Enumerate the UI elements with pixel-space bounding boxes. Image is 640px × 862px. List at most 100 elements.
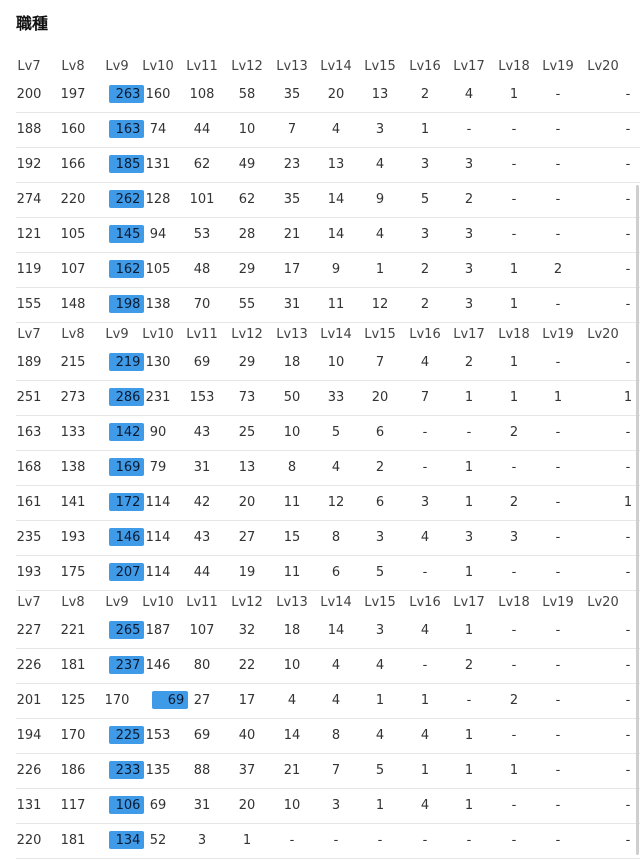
table-cell: - xyxy=(625,693,631,708)
column-header: Lv16 xyxy=(409,59,441,74)
table-cell: - xyxy=(555,565,561,580)
table-row: 251 273 286 231 153 73 50 33 20 7 1 1 1 1 xyxy=(16,381,640,416)
table-cell: - xyxy=(555,460,561,475)
table-cell: 25 xyxy=(238,425,256,440)
table-cell: - xyxy=(555,192,561,207)
table-cell: 10 xyxy=(238,122,256,137)
table-cell: - xyxy=(511,798,517,813)
table-cell: - xyxy=(625,763,631,778)
table-cell: - xyxy=(555,693,561,708)
table-cell: 225 xyxy=(115,728,141,743)
table-cell: 13 xyxy=(327,157,345,172)
column-header: Lv11 xyxy=(186,595,218,610)
table-cell: - xyxy=(555,355,561,370)
table-cell: 3 xyxy=(331,798,341,813)
table-cell: 141 xyxy=(60,495,86,510)
table-cell: - xyxy=(555,227,561,242)
scrollbar[interactable] xyxy=(636,185,639,855)
highlight-cell xyxy=(109,761,144,779)
highlight-cell xyxy=(109,656,144,674)
table-cell: 153 xyxy=(145,728,171,743)
table-cell: - xyxy=(422,460,428,475)
table-cell: 1 xyxy=(509,297,519,312)
table-cell: 119 xyxy=(16,262,42,277)
table-cell: - xyxy=(625,355,631,370)
highlight-cell xyxy=(109,260,144,278)
table-cell: 172 xyxy=(115,495,141,510)
table-cell: 4 xyxy=(420,530,430,545)
table-cell: 1 xyxy=(420,122,430,137)
highlight-cell xyxy=(109,458,144,476)
highlight-cell xyxy=(109,388,144,406)
table-cell: 22 xyxy=(238,658,256,673)
table-cell: 1 xyxy=(464,763,474,778)
table-cell: 12 xyxy=(371,297,389,312)
table-cell: 17 xyxy=(283,262,301,277)
table-cell: 3 xyxy=(420,495,430,510)
table-row: 227 221 265 187 107 32 18 14 3 4 1 - - - xyxy=(16,614,640,649)
table-cell: 31 xyxy=(283,297,301,312)
table-cell: 186 xyxy=(60,763,86,778)
table-row: 168 138 169 79 31 13 8 4 2-1- - - xyxy=(16,451,640,486)
table-cell: 1 xyxy=(509,262,519,277)
table-cell: - xyxy=(625,530,631,545)
table-cell: 14 xyxy=(327,623,345,638)
table-cell: 185 xyxy=(115,157,141,172)
table-cell: - xyxy=(625,798,631,813)
column-header: Lv17 xyxy=(453,327,485,342)
table-cell: 44 xyxy=(193,565,211,580)
table-cell: 1 xyxy=(375,262,385,277)
table-cell: 160 xyxy=(60,122,86,137)
table-cell: 1 xyxy=(623,390,633,405)
table-cell: 3 xyxy=(375,122,385,137)
table-cell: 181 xyxy=(60,658,86,673)
table-cell: 3 xyxy=(464,297,474,312)
column-header: Lv15 xyxy=(364,595,396,610)
table-cell: - xyxy=(511,157,517,172)
table-cell: 262 xyxy=(115,192,141,207)
table-cell: 9 xyxy=(331,262,341,277)
table-cell: 1 xyxy=(464,565,474,580)
table-cell: - xyxy=(377,833,383,848)
table-row: 161 141 172 114 42 20 11 12 6 3 1 2-1 xyxy=(16,486,640,521)
table-cell: 192 xyxy=(16,157,42,172)
table-cell: 105 xyxy=(145,262,171,277)
column-header: Lv13 xyxy=(276,595,308,610)
table-cell: 31 xyxy=(193,798,211,813)
table-cell: 80 xyxy=(193,658,211,673)
table-cell: 226 xyxy=(16,658,42,673)
table-cell: 58 xyxy=(238,87,256,102)
table-cell: 88 xyxy=(193,763,211,778)
table-cell: 2 xyxy=(553,262,563,277)
table-cell: 125 xyxy=(60,693,86,708)
table-cell: 29 xyxy=(238,262,256,277)
table-cell: 48 xyxy=(193,262,211,277)
table-cell: - xyxy=(511,833,517,848)
table-cell: 1 xyxy=(553,390,563,405)
highlight-cell xyxy=(109,353,144,371)
table-cell: 1 xyxy=(420,763,430,778)
table-cell: - xyxy=(511,227,517,242)
table-cell: 198 xyxy=(115,297,141,312)
column-header: Lv18 xyxy=(498,595,530,610)
table-cell: 4 xyxy=(331,693,341,708)
table-cell: 273 xyxy=(60,390,86,405)
column-header: Lv20 xyxy=(587,59,619,74)
table-cell: 138 xyxy=(60,460,86,475)
highlight-cell xyxy=(109,621,144,639)
table-cell: 4 xyxy=(287,693,297,708)
column-header: Lv8 xyxy=(61,595,85,610)
highlight-cell xyxy=(109,831,144,849)
table-row: 189 215 219 130 69 29 18 10 7 4 2 1 - - xyxy=(16,346,640,381)
table-cell: 28 xyxy=(238,227,256,242)
highlight-cell xyxy=(109,796,144,814)
table-cell: 4 xyxy=(375,658,385,673)
table-cell: 235 xyxy=(16,530,42,545)
table-cell: - xyxy=(466,122,472,137)
table-cell: - xyxy=(511,460,517,475)
table-cell: 62 xyxy=(193,157,211,172)
table-cell: 49 xyxy=(238,157,256,172)
table-cell: 187 xyxy=(145,623,171,638)
table-cell: 52 xyxy=(149,833,167,848)
column-header: Lv10 xyxy=(142,59,174,74)
